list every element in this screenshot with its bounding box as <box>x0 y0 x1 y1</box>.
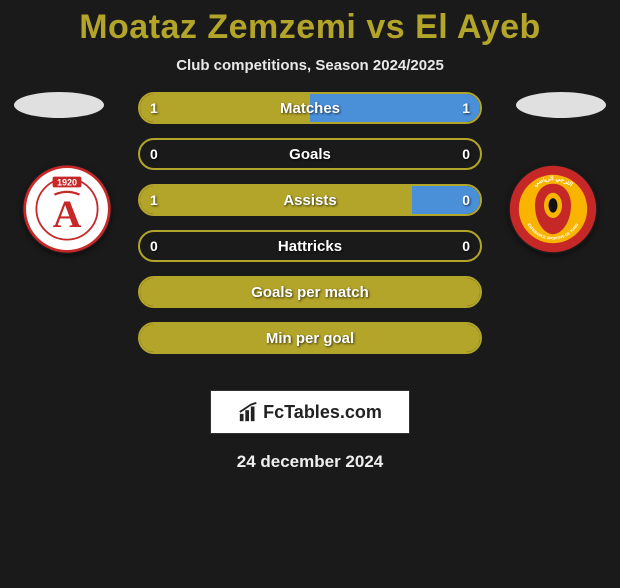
stat-value-right: 1 <box>462 100 470 116</box>
bar-fill-left <box>140 94 310 122</box>
badge-left-letter: A <box>53 192 82 236</box>
badge-left-year: 1920 <box>57 178 77 188</box>
stat-value-left: 0 <box>150 238 158 254</box>
bar-fill-right <box>310 94 480 122</box>
club-badge-right: الترجي الرياضي ESPERANCE SPORTIVE DE TUN… <box>508 164 598 254</box>
stat-value-left: 0 <box>150 146 158 162</box>
bar-fill-left <box>140 324 480 352</box>
stat-row-goals-per-match: Goals per match <box>138 276 482 308</box>
chart-icon <box>238 401 260 423</box>
club-africain-icon: 1920 A <box>22 164 112 254</box>
stat-row-matches: Matches11 <box>138 92 482 124</box>
stat-row-goals: Goals0 0 <box>138 138 482 170</box>
stat-label: Goals <box>140 146 480 163</box>
fctables-logo: FcTables.com <box>238 401 382 423</box>
player-oval-left <box>14 92 104 118</box>
subtitle: Club competitions, Season 2024/2025 <box>0 57 620 74</box>
club-badge-left: 1920 A <box>22 164 112 254</box>
stat-row-hattricks: Hattricks0 0 <box>138 230 482 262</box>
esperance-icon: الترجي الرياضي ESPERANCE SPORTIVE DE TUN… <box>508 164 598 254</box>
page-title: Moataz Zemzemi vs El Ayeb <box>0 8 620 47</box>
stat-value-right: 0 <box>462 238 470 254</box>
stat-value-left: 1 <box>150 192 158 208</box>
date-text: 24 december 2024 <box>0 452 620 472</box>
stat-row-assists: Assists10 <box>138 184 482 216</box>
comparison-panel: 1920 A الترجي الرياضي ESPERANCE SPORTIVE… <box>0 92 620 382</box>
stat-bars: Matches11Goals00Assists10Hattricks00Goal… <box>138 92 482 368</box>
stat-label: Hattricks <box>140 238 480 255</box>
player-oval-right <box>516 92 606 118</box>
bar-fill-left <box>140 278 480 306</box>
stat-row-min-per-goal: Min per goal <box>138 322 482 354</box>
bar-fill-left <box>140 186 412 214</box>
stat-value-left: 1 <box>150 100 158 116</box>
stat-value-right: 0 <box>462 146 470 162</box>
watermark-box: FcTables.com <box>210 390 410 434</box>
stat-value-right: 0 <box>462 192 470 208</box>
logo-text: FcTables.com <box>263 402 382 423</box>
